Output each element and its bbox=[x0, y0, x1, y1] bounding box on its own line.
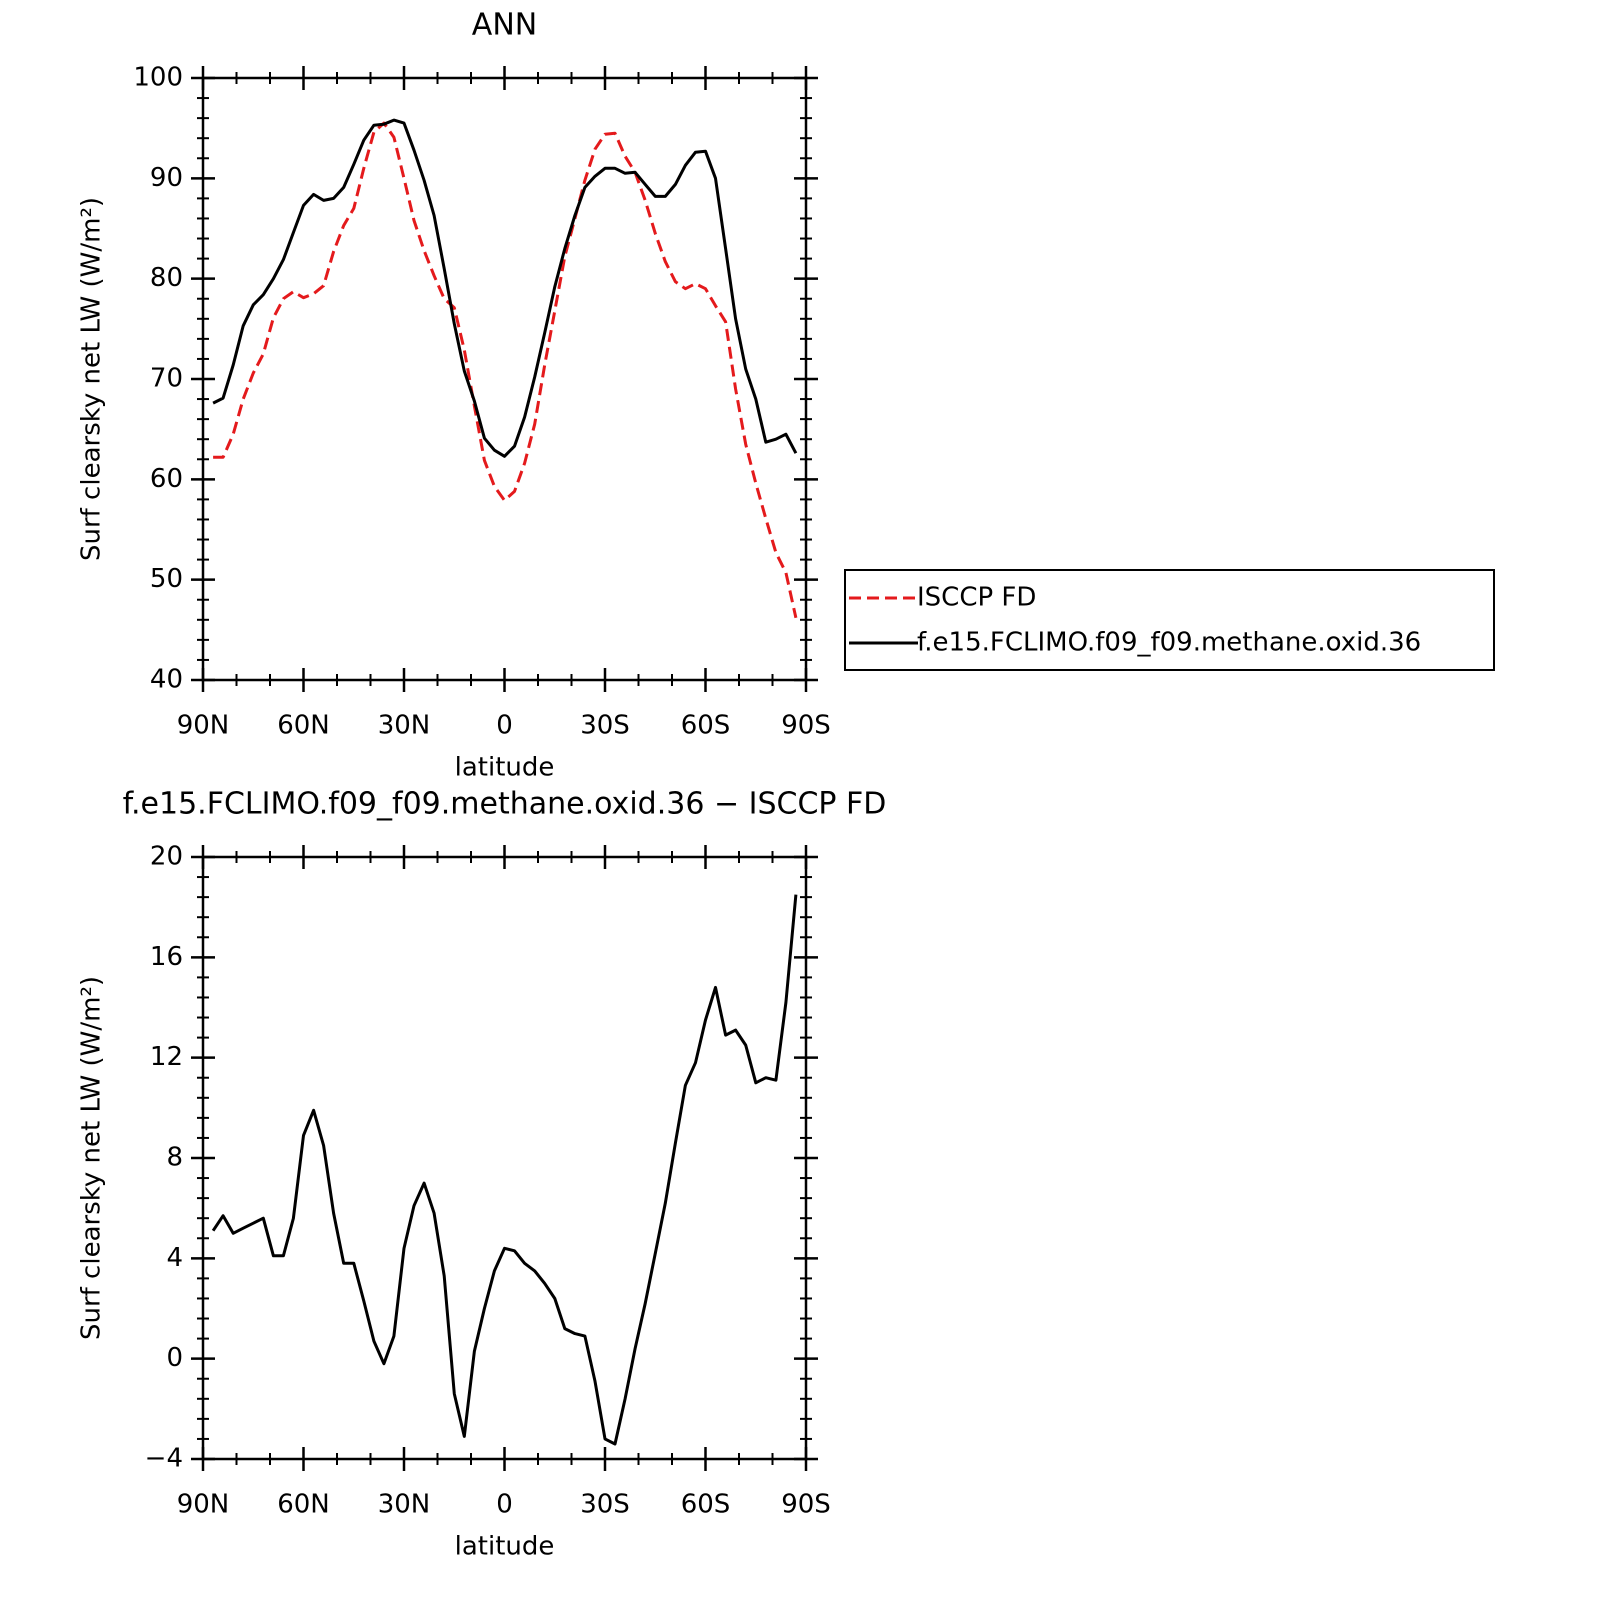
x-tick-label: 0 bbox=[496, 1490, 513, 1520]
y-axis-label: Surf clearsky net LW (W/m²) bbox=[77, 197, 107, 561]
legend-label: ISCCP FD bbox=[917, 583, 1036, 613]
y-tick-label: −4 bbox=[145, 1444, 183, 1474]
data-line bbox=[213, 121, 798, 619]
x-tick-label: 30N bbox=[378, 711, 431, 741]
x-tick-label: 90S bbox=[781, 1490, 831, 1520]
y-tick-label: 40 bbox=[150, 665, 183, 695]
legend-label: f.e15.FCLIMO.f09_f09.methane.oxid.36 bbox=[917, 628, 1421, 658]
y-tick-label: 20 bbox=[150, 842, 183, 872]
y-tick-label: 50 bbox=[150, 564, 183, 594]
x-tick-label: 30S bbox=[580, 1490, 630, 1520]
y-tick-label: 100 bbox=[133, 63, 183, 93]
legend-box bbox=[844, 569, 1495, 671]
x-tick-label: 60S bbox=[681, 1490, 731, 1520]
x-tick-label: 90N bbox=[177, 711, 230, 741]
plot-frame bbox=[201, 855, 808, 1461]
y-axis-label: Surf clearsky net LW (W/m²) bbox=[77, 976, 107, 1340]
y-tick-label: 60 bbox=[150, 464, 183, 494]
plot-frame bbox=[201, 76, 808, 682]
x-axis-label: latitude bbox=[455, 753, 555, 783]
y-tick-label: 16 bbox=[150, 942, 183, 972]
y-tick-label: 4 bbox=[166, 1243, 183, 1273]
data-line bbox=[212, 118, 798, 458]
chart-title: f.e15.FCLIMO.f09_f09.methane.oxid.36 − I… bbox=[123, 787, 887, 822]
x-tick-label: 0 bbox=[496, 711, 513, 741]
x-tick-label: 30S bbox=[580, 711, 630, 741]
y-tick-label: 80 bbox=[150, 263, 183, 293]
y-tick-label: 0 bbox=[166, 1343, 183, 1373]
x-tick-label: 60N bbox=[277, 711, 330, 741]
x-tick-label: 60N bbox=[277, 1490, 330, 1520]
x-tick-label: 60S bbox=[681, 711, 731, 741]
y-tick-label: 8 bbox=[166, 1143, 183, 1173]
x-tick-label: 90N bbox=[177, 1490, 230, 1520]
y-tick-label: 70 bbox=[150, 364, 183, 394]
x-tick-label: 90S bbox=[781, 711, 831, 741]
data-line bbox=[211, 894, 798, 1446]
chart-title: ANN bbox=[472, 8, 537, 43]
x-tick-label: 30N bbox=[378, 1490, 431, 1520]
y-tick-label: 90 bbox=[150, 163, 183, 193]
y-tick-label: 12 bbox=[150, 1042, 183, 1072]
x-axis-label: latitude bbox=[455, 1532, 555, 1562]
